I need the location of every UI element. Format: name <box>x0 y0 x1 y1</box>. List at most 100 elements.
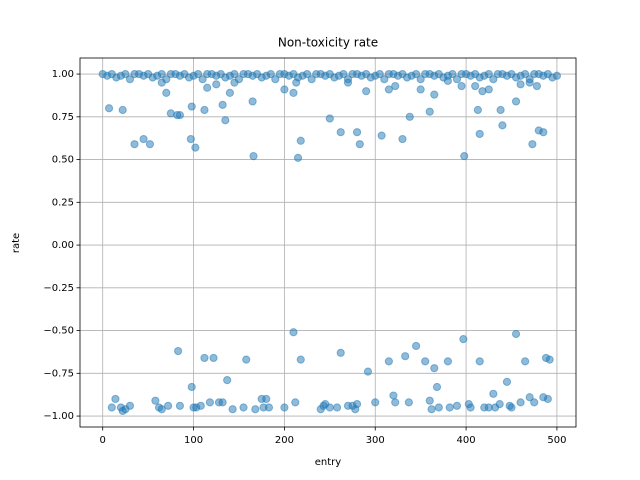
point <box>416 85 425 94</box>
point <box>186 134 195 144</box>
point <box>401 352 410 361</box>
point <box>200 353 209 363</box>
point <box>539 128 548 137</box>
point <box>175 111 185 120</box>
point <box>521 357 530 366</box>
point <box>530 398 539 407</box>
point <box>391 398 400 407</box>
point <box>525 78 534 87</box>
y-tick-label: −0.25 <box>43 283 74 294</box>
point <box>371 398 380 407</box>
point <box>289 328 298 337</box>
point <box>291 398 300 407</box>
point <box>200 105 209 115</box>
x-tick-label: 200 <box>275 435 294 446</box>
point <box>384 357 393 366</box>
point <box>405 112 414 121</box>
point <box>460 152 469 161</box>
point <box>443 357 453 366</box>
point <box>307 75 316 84</box>
point <box>425 107 434 116</box>
point <box>391 81 400 91</box>
point <box>528 140 537 149</box>
chart-title: Non-toxicity rate <box>278 36 378 50</box>
x-tick-label: 400 <box>457 435 476 446</box>
point <box>412 69 421 79</box>
point <box>296 136 305 145</box>
point <box>249 152 258 161</box>
point <box>377 131 386 140</box>
point <box>421 357 430 366</box>
y-tick-label: 0.25 <box>52 197 74 208</box>
point <box>412 341 421 351</box>
point <box>489 75 498 84</box>
point <box>205 398 215 407</box>
point <box>266 69 275 79</box>
point <box>525 393 534 402</box>
point <box>174 346 183 356</box>
point <box>459 335 468 344</box>
point <box>332 403 342 412</box>
point <box>271 75 280 84</box>
x-tick-label: 0 <box>100 435 106 446</box>
x-tick-label: 100 <box>184 435 203 446</box>
point <box>104 104 114 113</box>
point <box>466 403 475 412</box>
point <box>502 377 512 386</box>
point <box>339 69 348 79</box>
point <box>228 405 237 414</box>
point <box>516 80 525 89</box>
point <box>475 129 484 139</box>
point <box>230 69 239 79</box>
point <box>203 83 212 92</box>
point <box>191 143 200 152</box>
point <box>445 403 454 412</box>
point <box>111 394 120 404</box>
point <box>296 355 305 364</box>
y-tick-label: 0.50 <box>52 155 74 166</box>
point <box>325 114 334 123</box>
point <box>452 401 462 410</box>
y-axis-label: rate <box>11 233 22 253</box>
point <box>187 382 196 392</box>
x-axis-label: entry <box>315 457 342 468</box>
point <box>521 69 530 79</box>
plot-frame <box>79 57 577 428</box>
point <box>425 396 434 405</box>
point <box>363 367 373 376</box>
point <box>457 81 466 91</box>
point <box>230 78 239 87</box>
point <box>473 105 482 115</box>
point <box>430 90 439 99</box>
point <box>121 69 130 79</box>
point <box>336 128 345 137</box>
point <box>157 69 166 79</box>
point <box>151 396 160 405</box>
x-tick-label: 300 <box>366 435 385 446</box>
point <box>416 75 425 84</box>
point <box>130 140 139 149</box>
y-tick-label: −0.50 <box>43 326 74 337</box>
point <box>107 403 116 412</box>
point <box>511 329 521 339</box>
point <box>404 398 413 407</box>
point <box>164 401 173 410</box>
point <box>292 78 301 87</box>
point <box>375 69 384 79</box>
point <box>162 88 171 97</box>
point <box>139 134 148 144</box>
point <box>475 357 484 366</box>
point <box>280 403 289 412</box>
point <box>389 391 398 400</box>
point <box>193 69 203 79</box>
point <box>343 78 353 87</box>
point <box>212 80 221 89</box>
point <box>145 140 155 149</box>
point <box>552 71 562 80</box>
y-tick-label: −0.75 <box>43 368 74 379</box>
point <box>489 389 498 398</box>
point <box>157 78 166 87</box>
x-tick-label: 500 <box>547 435 566 446</box>
point <box>452 75 462 84</box>
